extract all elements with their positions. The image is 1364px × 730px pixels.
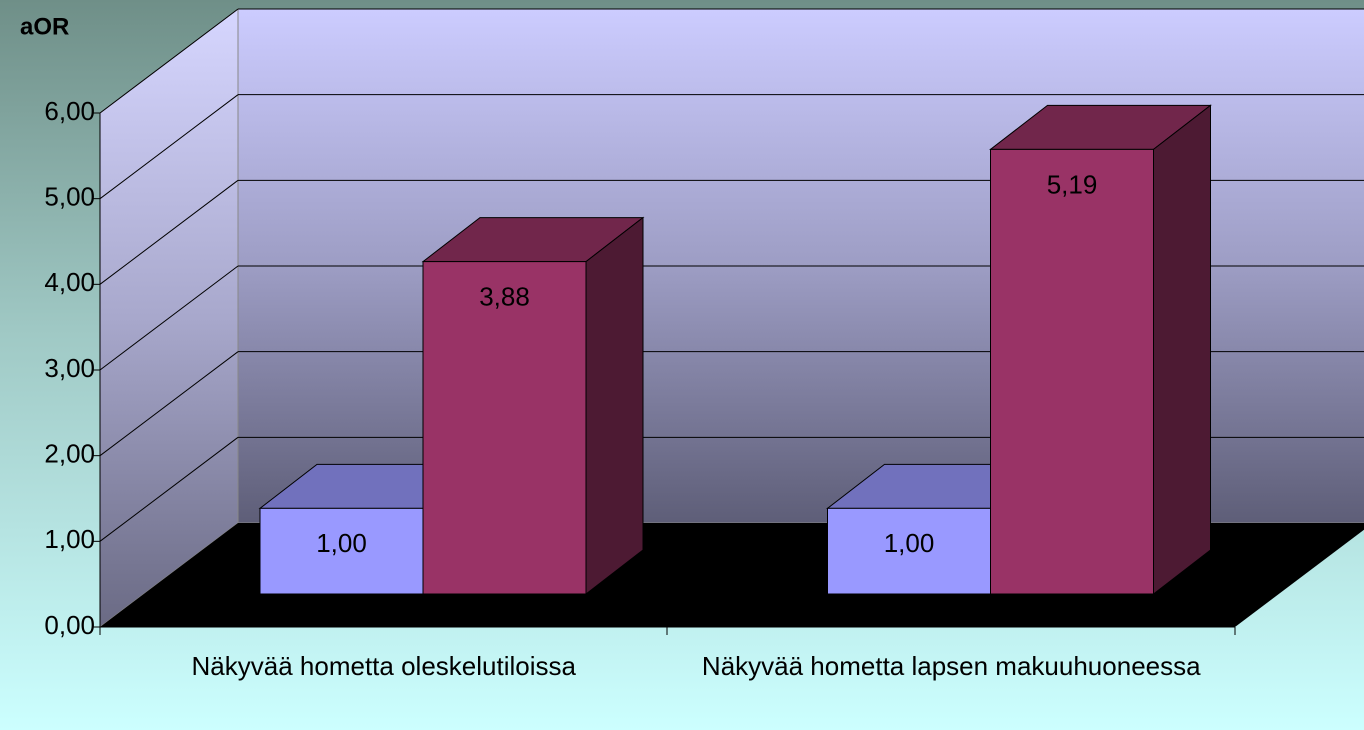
bar-side [585,216,644,596]
grid-line [99,179,239,285]
y-tick-label: 2,00 [44,439,95,469]
y-tick-label: 0,00 [44,610,95,640]
y-axis-label: aOR [20,13,69,40]
y-tick-label: 5,00 [44,182,95,212]
x-tick-label: Näkyvää hometta oleskelutiloissa [191,651,576,681]
data-label: 1,00 [316,528,367,558]
grid-line [99,351,239,457]
grid-line [99,94,239,200]
data-label: 1,00 [884,528,935,558]
grid-line [99,8,239,114]
bar-front [422,261,587,595]
grid-line [99,436,239,542]
bar-front [259,507,424,595]
y-tick-label: 3,00 [44,353,95,383]
x-tick-label: Näkyvää hometta lapsen makuuhuoneessa [701,651,1201,681]
grid-line [99,265,239,371]
bar-front [990,148,1154,595]
bar: 3,88 [421,216,645,596]
y-tick-label: 4,00 [44,267,95,297]
bar-side [1153,104,1211,596]
y-tick-label: 6,00 [44,96,95,126]
bar-front [827,507,991,595]
data-label: 3,88 [479,281,530,311]
y-tick-label: 1,00 [44,524,95,554]
data-label: 5,19 [1047,169,1098,199]
bar: 5,19 [989,104,1212,596]
